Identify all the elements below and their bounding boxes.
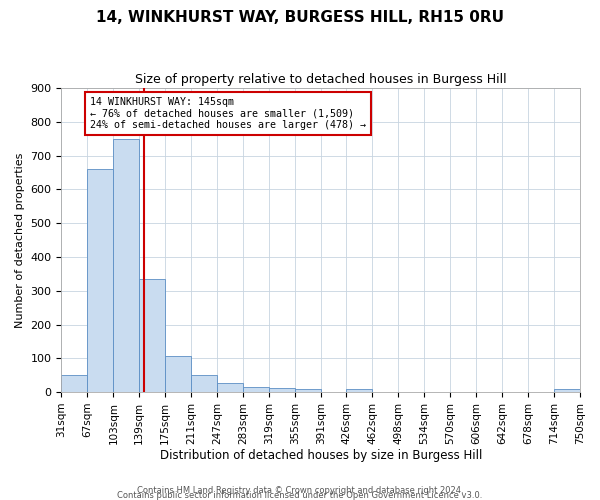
Bar — [113, 138, 139, 392]
Bar — [191, 374, 217, 392]
Text: 14, WINKHURST WAY, BURGESS HILL, RH15 0RU: 14, WINKHURST WAY, BURGESS HILL, RH15 0R… — [96, 10, 504, 25]
Bar — [165, 356, 191, 392]
Text: 14 WINKHURST WAY: 145sqm
← 76% of detached houses are smaller (1,509)
24% of sem: 14 WINKHURST WAY: 145sqm ← 76% of detach… — [89, 96, 365, 130]
Bar — [295, 388, 321, 392]
X-axis label: Distribution of detached houses by size in Burgess Hill: Distribution of detached houses by size … — [160, 450, 482, 462]
Bar — [61, 374, 88, 392]
Y-axis label: Number of detached properties: Number of detached properties — [15, 152, 25, 328]
Bar — [346, 390, 372, 392]
Bar — [88, 169, 113, 392]
Text: Contains HM Land Registry data © Crown copyright and database right 2024.: Contains HM Land Registry data © Crown c… — [137, 486, 463, 495]
Bar — [139, 279, 165, 392]
Bar — [269, 388, 295, 392]
Text: Contains public sector information licensed under the Open Government Licence v3: Contains public sector information licen… — [118, 491, 482, 500]
Title: Size of property relative to detached houses in Burgess Hill: Size of property relative to detached ho… — [135, 72, 506, 86]
Bar — [243, 387, 269, 392]
Bar — [554, 390, 580, 392]
Bar — [217, 383, 243, 392]
